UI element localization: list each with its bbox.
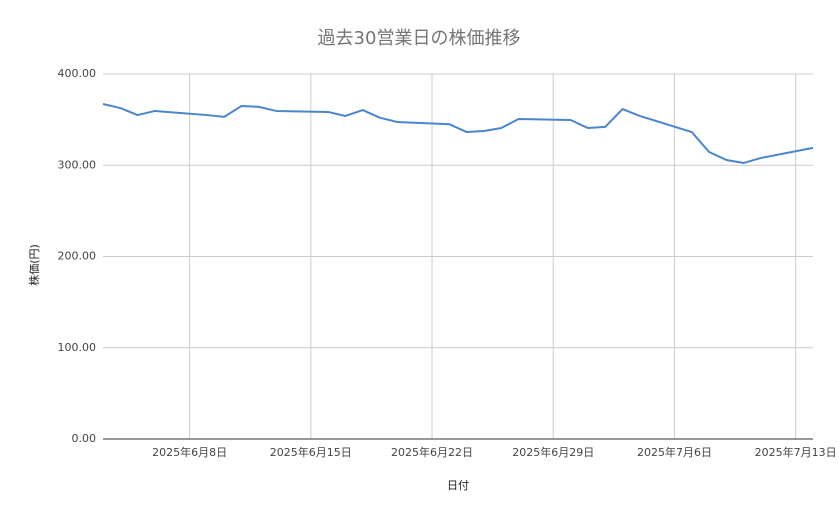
line-series [102, 103, 814, 164]
y-tick-label: 0.00 [72, 432, 97, 445]
x-tick-label: 2025年6月22日 [391, 445, 473, 459]
x-tick-label: 2025年6月8日 [152, 445, 227, 459]
x-axis-title: 日付 [447, 479, 469, 492]
x-tick-label: 2025年7月6日 [637, 445, 712, 459]
x-tick-label: 2025年6月15日 [270, 445, 352, 459]
y-tick-label: 400.00 [58, 67, 97, 80]
chart-title: 過去30営業日の株価推移 [318, 28, 521, 49]
y-axis-title: 株価(円) [27, 244, 41, 286]
y-tick-label: 300.00 [58, 158, 97, 171]
y-tick-label: 100.00 [58, 341, 97, 354]
x-tick-label: 2025年6月29日 [512, 445, 594, 459]
y-tick-label: 200.00 [58, 250, 97, 263]
x-tick-label: 2025年7月13日 [755, 445, 837, 459]
